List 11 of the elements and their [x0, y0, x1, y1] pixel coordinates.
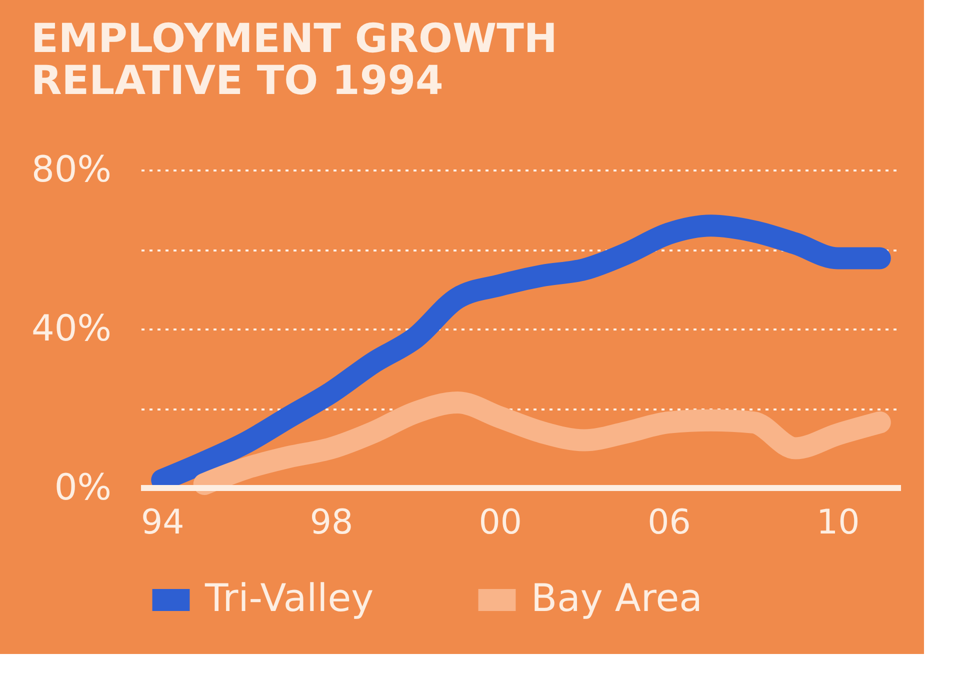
legend-label: Tri-Valley [204, 576, 374, 620]
y-tick-label: 40% [31, 308, 112, 350]
x-tick-label: 10 [816, 502, 860, 542]
chart-title: EMPLOYMENT GROWTH RELATIVE TO 1994 [31, 16, 558, 104]
legend-label: Bay Area [531, 576, 702, 620]
x-tick-label: 98 [310, 502, 354, 542]
x-tick-label: 94 [140, 502, 184, 542]
x-tick-label: 06 [648, 502, 691, 542]
y-tick-label: 80% [31, 150, 112, 190]
y-tick-label: 0% [54, 468, 112, 508]
x-tick-label: 00 [478, 502, 522, 542]
